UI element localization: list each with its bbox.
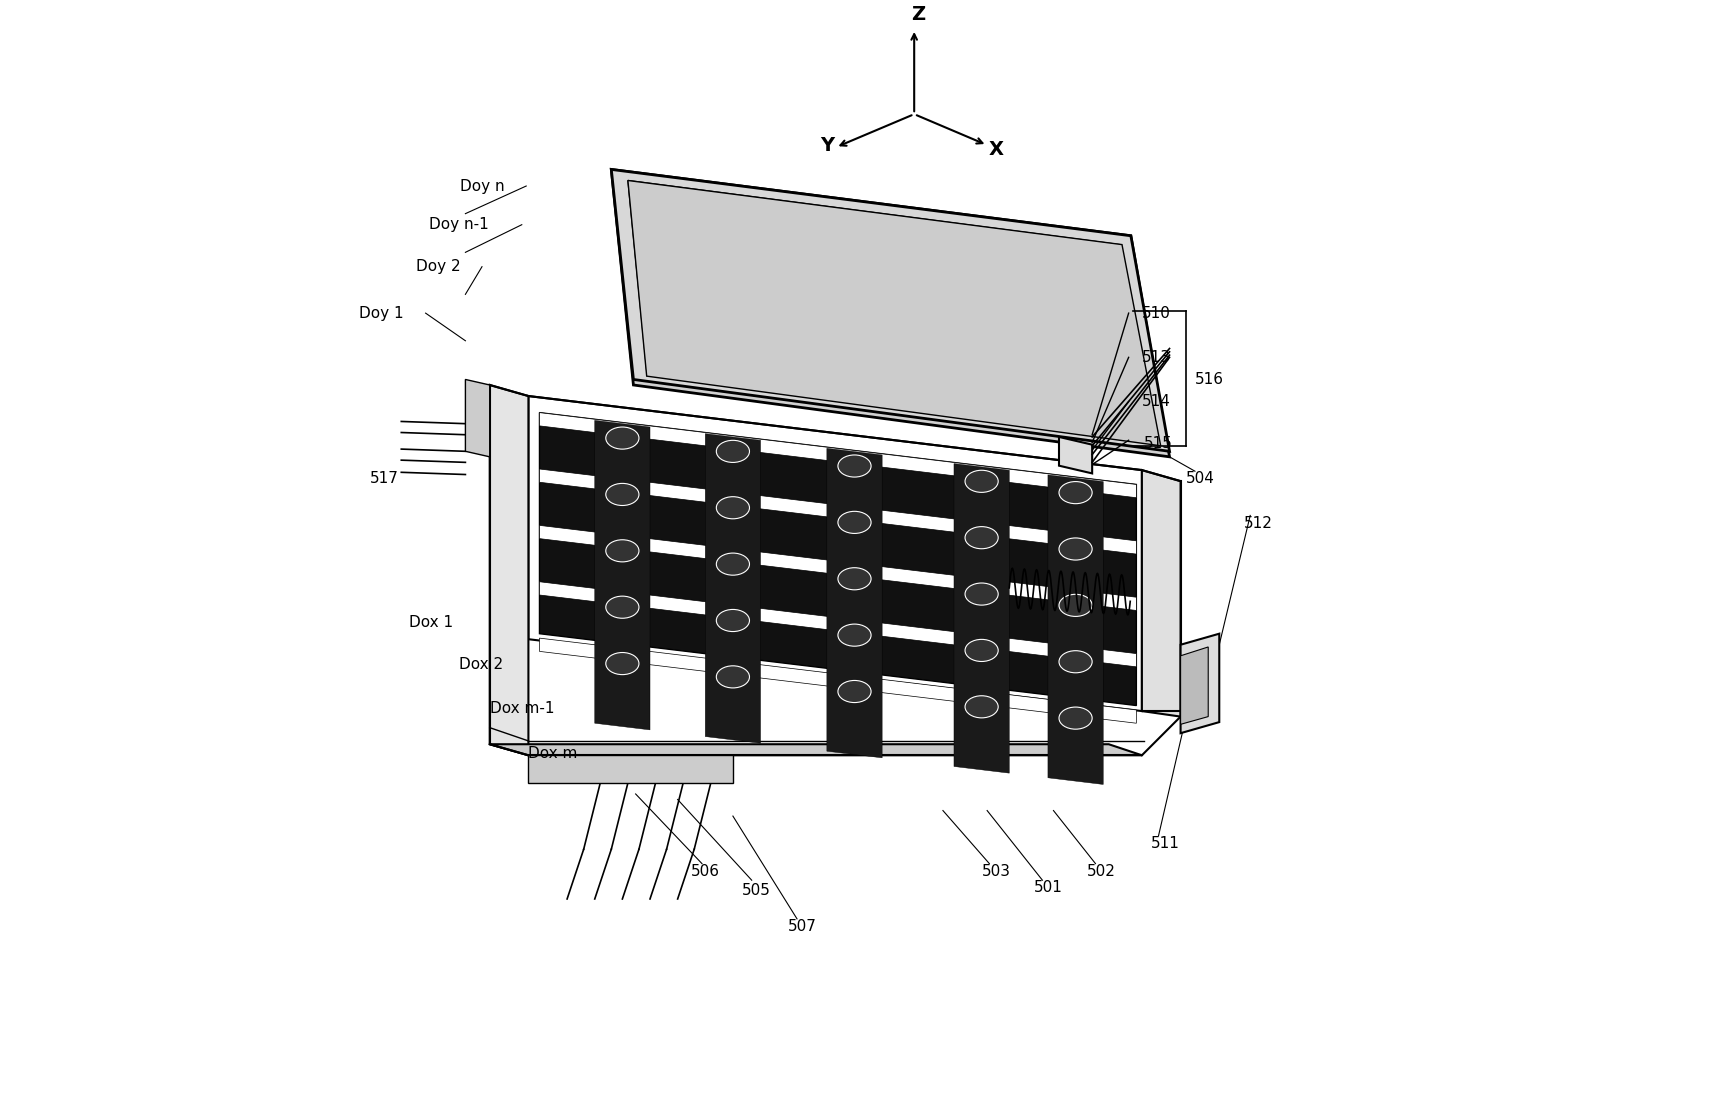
Text: X: X — [988, 140, 1003, 159]
Polygon shape — [627, 181, 1160, 446]
Text: 504: 504 — [1186, 471, 1215, 487]
Ellipse shape — [1060, 594, 1092, 617]
Ellipse shape — [1060, 481, 1092, 503]
Polygon shape — [1181, 647, 1208, 724]
Ellipse shape — [716, 553, 750, 576]
Polygon shape — [490, 744, 1142, 755]
Ellipse shape — [837, 681, 872, 703]
Text: 517: 517 — [371, 471, 400, 487]
Text: Dox m: Dox m — [528, 745, 578, 761]
Polygon shape — [540, 582, 1136, 667]
Text: Y: Y — [820, 135, 834, 154]
Ellipse shape — [966, 695, 998, 718]
Ellipse shape — [716, 497, 750, 519]
Polygon shape — [612, 170, 1169, 457]
Polygon shape — [528, 396, 1142, 711]
Text: 503: 503 — [981, 864, 1010, 878]
Ellipse shape — [837, 568, 872, 590]
Ellipse shape — [605, 540, 639, 562]
Text: 512: 512 — [1244, 516, 1273, 530]
Polygon shape — [465, 379, 490, 457]
Text: 515: 515 — [1143, 436, 1172, 451]
Text: 501: 501 — [1034, 881, 1063, 895]
Text: 510: 510 — [1142, 306, 1171, 321]
Text: 516: 516 — [1195, 372, 1224, 387]
Text: 507: 507 — [788, 919, 817, 934]
Ellipse shape — [1060, 538, 1092, 560]
Ellipse shape — [837, 624, 872, 647]
Ellipse shape — [1060, 651, 1092, 673]
Polygon shape — [540, 413, 1136, 705]
Ellipse shape — [837, 511, 872, 533]
Text: Doy 1: Doy 1 — [359, 306, 403, 321]
Text: 514: 514 — [1142, 394, 1171, 409]
Polygon shape — [827, 448, 882, 757]
Polygon shape — [595, 420, 649, 730]
Ellipse shape — [716, 610, 750, 631]
Ellipse shape — [605, 597, 639, 618]
Polygon shape — [627, 181, 1159, 440]
Polygon shape — [490, 385, 528, 755]
Ellipse shape — [716, 440, 750, 462]
Text: Dox 1: Dox 1 — [408, 615, 453, 630]
Ellipse shape — [966, 470, 998, 492]
Text: 505: 505 — [742, 883, 771, 897]
Ellipse shape — [605, 652, 639, 674]
Ellipse shape — [605, 427, 639, 449]
Polygon shape — [540, 469, 1136, 554]
Polygon shape — [706, 434, 761, 743]
Text: 513: 513 — [1142, 349, 1171, 365]
Polygon shape — [954, 464, 1010, 773]
Polygon shape — [528, 755, 733, 783]
Ellipse shape — [966, 640, 998, 661]
Ellipse shape — [605, 484, 639, 506]
Text: Doy 2: Doy 2 — [415, 260, 460, 274]
Text: Doy n-1: Doy n-1 — [429, 217, 489, 232]
Polygon shape — [1142, 470, 1181, 716]
Text: Z: Z — [911, 4, 926, 23]
Ellipse shape — [1060, 708, 1092, 730]
Text: 511: 511 — [1150, 836, 1179, 852]
Polygon shape — [540, 526, 1136, 610]
Polygon shape — [1048, 475, 1104, 784]
Polygon shape — [1060, 437, 1092, 474]
Text: 506: 506 — [690, 864, 719, 878]
Ellipse shape — [966, 527, 998, 549]
Text: Dox m-1: Dox m-1 — [490, 701, 554, 716]
Ellipse shape — [716, 665, 750, 688]
Text: 502: 502 — [1087, 864, 1116, 878]
Ellipse shape — [966, 583, 998, 606]
Text: Dox 2: Dox 2 — [458, 658, 502, 672]
Polygon shape — [540, 638, 1136, 723]
Polygon shape — [540, 413, 1136, 498]
Ellipse shape — [837, 455, 872, 477]
Polygon shape — [1181, 633, 1219, 733]
Text: Doy n: Doy n — [460, 179, 504, 193]
Polygon shape — [612, 170, 1169, 451]
